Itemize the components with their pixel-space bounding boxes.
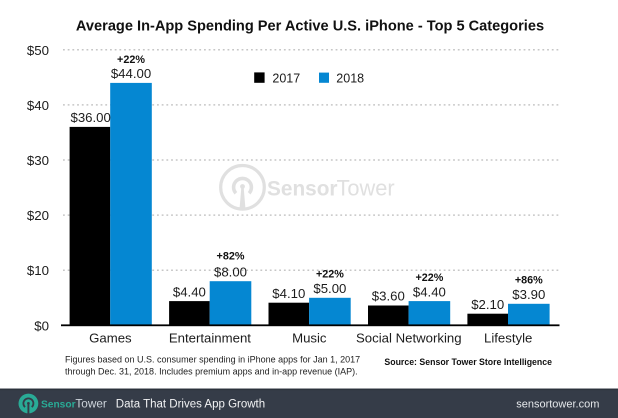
svg-text:Music: Music — [292, 331, 327, 346]
svg-text:2018: 2018 — [336, 71, 364, 85]
svg-text:$20: $20 — [27, 208, 49, 223]
svg-text:$3.60: $3.60 — [372, 289, 405, 304]
svg-text:+22%: +22% — [117, 54, 145, 66]
svg-text:+22%: +22% — [415, 272, 443, 284]
svg-text:Social Networking: Social Networking — [356, 331, 462, 346]
svg-text:$4.10: $4.10 — [272, 286, 305, 301]
svg-text:$40: $40 — [27, 98, 49, 113]
svg-text:Figures based on U.S. consumer: Figures based on U.S. consumer spending … — [65, 355, 360, 365]
svg-text:Entertainment: Entertainment — [169, 331, 251, 346]
svg-text:$3.90: $3.90 — [512, 287, 545, 302]
svg-text:$4.40: $4.40 — [173, 284, 206, 299]
svg-text:$10: $10 — [27, 263, 49, 278]
svg-text:Sensor: Sensor — [41, 400, 76, 411]
svg-text:$8.00: $8.00 — [214, 264, 247, 279]
svg-text:Source: Sensor Tower Store Int: Source: Sensor Tower Store Intelligence — [384, 357, 552, 367]
svg-text:Average In-App Spending Per Ac: Average In-App Spending Per Active U.S. … — [76, 19, 544, 35]
svg-text:sensortower.com: sensortower.com — [516, 399, 599, 411]
svg-text:$4.40: $4.40 — [413, 284, 446, 299]
svg-text:+22%: +22% — [316, 269, 344, 281]
svg-text:$36.00: $36.00 — [71, 110, 111, 125]
svg-text:$44.00: $44.00 — [111, 66, 151, 81]
svg-text:$5.00: $5.00 — [313, 281, 346, 296]
svg-text:Lifestyle: Lifestyle — [484, 331, 532, 346]
svg-text:through Dec. 31, 2018. Include: through Dec. 31, 2018. Includes premium … — [65, 367, 358, 377]
svg-text:+86%: +86% — [515, 275, 543, 287]
svg-text:$50: $50 — [27, 43, 49, 58]
svg-text:Data That Drives App Growth: Data That Drives App Growth — [116, 399, 265, 411]
svg-text:Sensor: Sensor — [267, 177, 338, 200]
svg-text:Games: Games — [89, 331, 132, 346]
svg-text:Tower: Tower — [75, 397, 107, 411]
svg-text:$30: $30 — [27, 153, 49, 168]
svg-text:+82%: +82% — [217, 251, 245, 263]
svg-text:$2.10: $2.10 — [471, 297, 504, 312]
svg-text:Tower: Tower — [337, 175, 395, 200]
svg-text:2017: 2017 — [272, 71, 300, 85]
svg-text:$0: $0 — [34, 318, 49, 333]
